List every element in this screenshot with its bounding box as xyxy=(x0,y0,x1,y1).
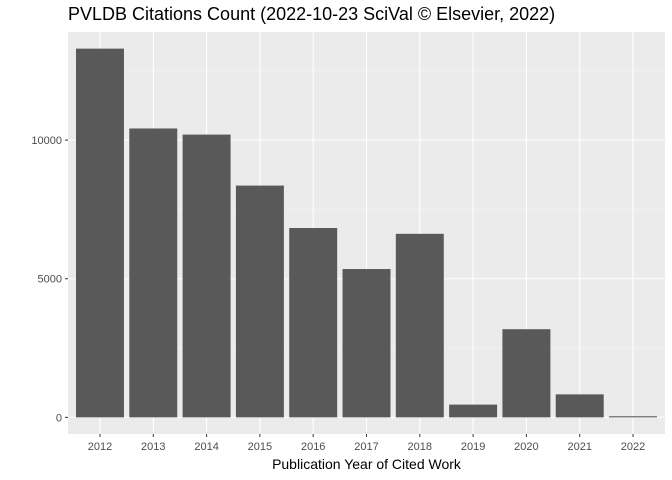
chart-title: PVLDB Citations Count (2022-10-23 SciVal… xyxy=(68,4,555,24)
y-tick-label: 0 xyxy=(56,412,62,424)
x-tick-label: 2014 xyxy=(194,441,218,453)
x-tick-label: 2022 xyxy=(621,441,645,453)
y-tick-label: 10000 xyxy=(31,135,62,147)
x-tick-label: 2015 xyxy=(248,441,272,453)
x-tick-label: 2016 xyxy=(301,441,325,453)
bar-2015 xyxy=(235,185,284,418)
x-tick-label: 2021 xyxy=(567,441,591,453)
y-tick-label: 5000 xyxy=(38,274,62,286)
x-axis-title: Publication Year of Cited Work xyxy=(272,456,462,472)
bar-2019 xyxy=(449,404,498,418)
bar-2012 xyxy=(75,48,124,418)
bars xyxy=(75,48,658,418)
x-tick-label: 2020 xyxy=(514,441,538,453)
x-tick-label: 2019 xyxy=(461,441,485,453)
bar-2016 xyxy=(289,228,338,418)
x-tick-label: 2018 xyxy=(408,441,432,453)
x-tick-label: 2012 xyxy=(88,441,112,453)
x-tick-label: 2017 xyxy=(354,441,378,453)
bar-2014 xyxy=(182,134,231,418)
bar-2018 xyxy=(395,233,444,418)
bar-2022 xyxy=(609,416,658,418)
bar-2021 xyxy=(555,394,604,418)
bar-2013 xyxy=(129,128,178,418)
bar-2020 xyxy=(502,329,551,418)
x-tick-label: 2013 xyxy=(141,441,165,453)
x-axis: 2012 2013 2014 2015 2016 2017 2018 2019 2020 2021… xyxy=(88,434,645,453)
y-axis: 0 5000 10000 xyxy=(31,135,68,424)
bar-2017 xyxy=(342,269,391,418)
